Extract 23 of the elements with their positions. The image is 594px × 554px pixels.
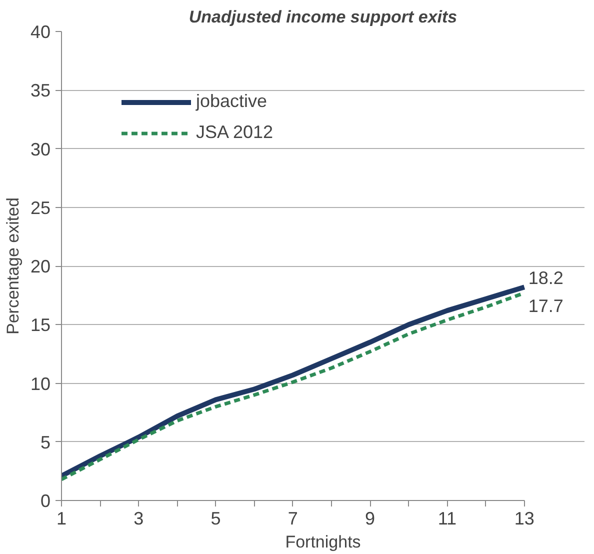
x-tick-label: 11 xyxy=(438,508,457,528)
chart-title: Unadjusted income support exits xyxy=(188,8,458,26)
legend-label: jobactive xyxy=(196,91,268,112)
legend-label: JSA 2012 xyxy=(196,122,274,143)
y-tick-label: 5 xyxy=(40,432,51,452)
y-tick-label: 20 xyxy=(30,256,51,276)
x-tick-label: 7 xyxy=(288,508,298,528)
y-tick-label: 30 xyxy=(30,139,51,160)
y-tick-label: 40 xyxy=(30,22,51,42)
y-tick-label: 25 xyxy=(30,198,51,218)
x-axis-title: Fortnights xyxy=(285,532,361,552)
y-tick-label: 15 xyxy=(30,315,51,336)
y-axis-title: Percentage exited xyxy=(3,197,22,335)
data-label: 17.7 xyxy=(528,296,564,316)
x-tick-label: 3 xyxy=(134,508,144,528)
y-tick-label: 0 xyxy=(40,491,51,511)
x-tick-label: 5 xyxy=(210,508,221,528)
x-tick-label: 1 xyxy=(56,508,67,528)
x-tick-label: 9 xyxy=(365,508,376,528)
y-tick-label: 10 xyxy=(30,374,51,394)
x-tick-label: 13 xyxy=(514,508,534,528)
y-tick-label: 35 xyxy=(30,80,51,101)
data-label: 18.2 xyxy=(528,268,564,288)
